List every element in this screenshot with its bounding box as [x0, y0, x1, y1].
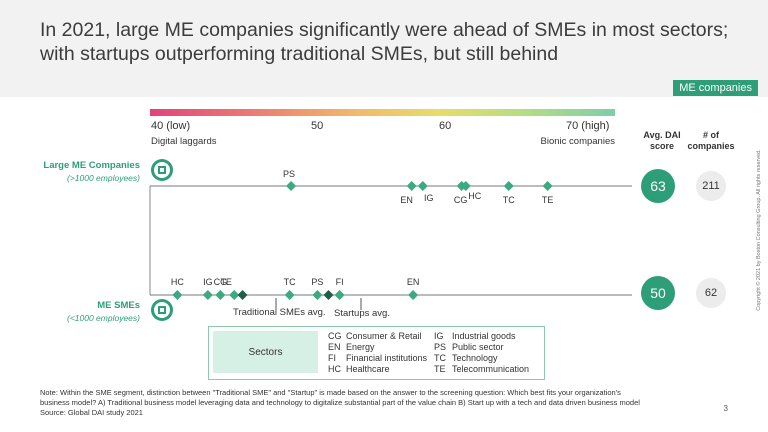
footnote-line-1: Note: Within the SME segment, distinctio…	[40, 388, 621, 397]
sme-label-te: TE	[220, 277, 232, 287]
sme-label-tc: TC	[284, 277, 296, 287]
segment-tag: ME companies	[673, 80, 758, 96]
sme-point-en	[408, 290, 419, 300]
large-label-hc: HC	[468, 191, 481, 201]
large-point-ig	[417, 181, 428, 191]
scale-tick-70: 70 (high)	[566, 120, 610, 132]
footnote-line-2: business model? A) Traditional business …	[40, 398, 640, 407]
large-label-te: TE	[542, 195, 554, 205]
legend-item-ps: PS Public sector	[434, 342, 504, 352]
maturity-gradient-bar	[150, 109, 615, 116]
sme-label-fi: FI	[336, 277, 344, 287]
sme-point-ig	[202, 290, 213, 300]
large-avg-score-badge: 63	[641, 169, 675, 203]
large-label-ig: IG	[424, 193, 434, 203]
sme-point-cg	[215, 290, 226, 300]
header-band	[0, 0, 768, 97]
sme-label-ig: IG	[203, 277, 213, 287]
sectors-legend: Sectors CG Consumer & Retail EN Energy FI F…	[208, 326, 545, 380]
scale-left-label: Digital laggards	[151, 136, 217, 147]
startups-avg-label: Startups avg.	[334, 308, 390, 319]
large-label-cg: CG	[454, 195, 468, 205]
sme-label-ps: PS	[311, 277, 323, 287]
sme-point-fi	[334, 290, 345, 300]
traditional-smes-avg-marker	[237, 290, 248, 300]
sme-avg-score-badge: 50	[641, 276, 675, 310]
large-point-en	[406, 181, 417, 191]
sme-point-ps	[312, 290, 323, 300]
large-count-badge: 211	[696, 171, 726, 201]
row-sublabel-sme: (<1000 employees)	[66, 313, 140, 323]
row-label-sme: ME SMEs	[97, 300, 140, 311]
avg-score-header: Avg. DAI score	[643, 130, 681, 151]
large-point-hc	[460, 181, 471, 191]
scale-right-label: Bionic companies	[540, 136, 615, 147]
sme-label-en: EN	[407, 277, 420, 287]
large-point-te	[542, 181, 553, 191]
legend-item-hc: HC Healthcare	[328, 364, 390, 374]
legend-item-te: TE Telecommunication	[434, 364, 530, 374]
row-sublabel-large: (>1000 employees)	[66, 173, 140, 183]
sme-label-hc: HC	[171, 277, 184, 287]
sme-icon	[151, 299, 173, 321]
page-title: In 2021, large ME companies significantl…	[40, 19, 729, 65]
page-number: 3	[723, 404, 728, 413]
large-label-tc: TC	[503, 195, 515, 205]
sme-point-te	[229, 290, 240, 300]
legend-item-tc: TC Technology	[434, 353, 498, 363]
legend-item-en: EN Energy	[328, 342, 375, 352]
sme-point-tc	[284, 290, 295, 300]
legend-item-ig: IG Industrial goods	[434, 331, 516, 341]
legend-item-fi: FI Financial institutions	[328, 353, 428, 363]
legend-title: Sectors	[213, 331, 318, 373]
copyright-notice: Copyright © 2021 by Boston Consulting Gr…	[756, 149, 762, 311]
scale-tick-40: 40 (low)	[151, 120, 191, 132]
large-label-en: EN	[400, 195, 413, 205]
startups-avg-marker	[323, 290, 334, 300]
large-company-icon	[151, 159, 173, 181]
large-point-ps	[286, 181, 297, 191]
footnote-source: Source: Global DAI study 2021	[40, 408, 143, 417]
scale-tick-60: 60	[439, 120, 452, 132]
large-point-tc	[503, 181, 514, 191]
footnote: Note: Within the SME segment, distinctio…	[40, 388, 700, 418]
sme-count-badge: 62	[696, 278, 726, 308]
legend-item-cg: CG Consumer & Retail	[328, 331, 422, 341]
row-label-large: Large ME Companies	[43, 160, 140, 171]
sme-label-cg: CG	[214, 277, 228, 287]
traditional-smes-avg-label: Traditional SMEs avg.	[233, 307, 326, 318]
scale-tick-50: 50	[311, 120, 324, 132]
companies-count-header: # of companies	[687, 130, 735, 151]
sme-point-hc	[172, 290, 183, 300]
large-label-ps: PS	[283, 169, 295, 179]
